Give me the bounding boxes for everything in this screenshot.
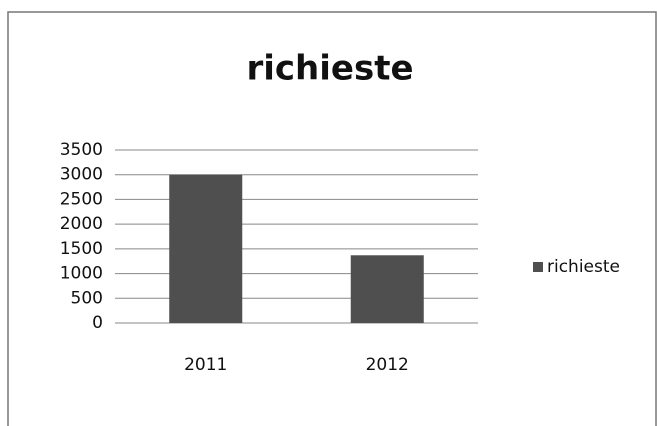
y-tick-label: 3500 <box>60 140 103 160</box>
x-tick-label: 2012 <box>366 355 409 375</box>
y-tick-label: 1500 <box>60 239 103 259</box>
legend-label: richieste <box>547 257 620 277</box>
y-tick-label: 0 <box>92 313 103 333</box>
y-tick-label: 500 <box>71 288 103 308</box>
chart-title: richieste <box>246 49 413 89</box>
y-tick-label: 2500 <box>60 189 103 209</box>
bar <box>169 174 243 323</box>
x-tick-label: 2011 <box>184 355 227 375</box>
y-tick-label: 3000 <box>60 165 103 185</box>
chart-border <box>7 11 657 426</box>
legend-swatch <box>533 262 543 272</box>
bar <box>350 255 424 323</box>
y-tick-label: 1000 <box>60 264 103 284</box>
y-tick-label: 2000 <box>60 214 103 234</box>
